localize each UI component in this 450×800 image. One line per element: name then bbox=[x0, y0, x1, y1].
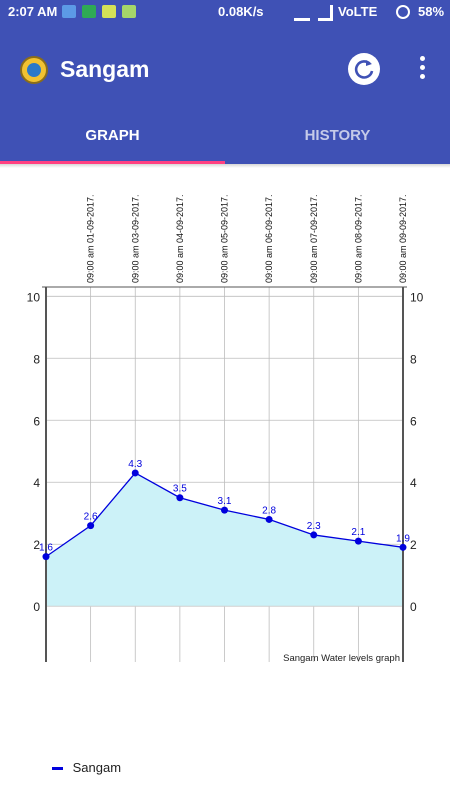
refresh-icon[interactable] bbox=[348, 53, 380, 85]
app-bar: Sangam bbox=[0, 24, 450, 116]
x-tick-label: 09:00 am 03-09-2017. bbox=[130, 194, 140, 283]
data-point bbox=[87, 522, 95, 530]
y-tick-label-left: 4 bbox=[33, 476, 40, 490]
legend-label: Sangam bbox=[72, 760, 122, 775]
chart-annotation: Sangam Water levels graph bbox=[283, 653, 400, 664]
x-tick-label: 09:00 am 04-09-2017. bbox=[175, 194, 185, 283]
y-tick-label-right: 6 bbox=[410, 414, 417, 428]
x-tick-label: 09:00 am 07-09-2017. bbox=[309, 194, 319, 283]
wifi-icon bbox=[294, 5, 310, 21]
y-tick-label-right: 4 bbox=[410, 476, 417, 490]
series-area bbox=[46, 472, 403, 607]
data-label: 3.5 bbox=[173, 484, 187, 495]
shield-icon bbox=[82, 5, 96, 18]
data-point bbox=[131, 469, 139, 477]
y-tick-label-right: 2 bbox=[410, 538, 417, 552]
app-title: Sangam bbox=[60, 56, 150, 82]
x-tick-label: 09:00 am 06-09-2017. bbox=[264, 194, 274, 283]
battery-saver-icon bbox=[102, 5, 116, 18]
data-label: 3.1 bbox=[218, 496, 232, 507]
data-label: 4.3 bbox=[128, 459, 142, 470]
x-tick-label: 09:00 am 08-09-2017. bbox=[353, 194, 363, 283]
y-tick-label-left: 6 bbox=[33, 414, 40, 428]
y-tick-label-left: 8 bbox=[33, 352, 40, 366]
data-label: 1.6 bbox=[39, 543, 53, 554]
legend-swatch bbox=[52, 767, 63, 771]
data-point bbox=[399, 543, 407, 551]
tab-shadow bbox=[0, 164, 450, 168]
menu-dot bbox=[420, 74, 425, 79]
data-point bbox=[310, 531, 318, 539]
y-tick-label-left: 2 bbox=[33, 538, 40, 552]
refresh-glyph bbox=[354, 60, 374, 79]
x-tick-label: 09:00 am 09-09-2017. bbox=[398, 194, 408, 283]
data-point bbox=[42, 553, 50, 561]
status-bar: 2:07 AM 0.08K/s VoLTE 58% bbox=[0, 0, 450, 24]
data-label: 1.9 bbox=[396, 533, 410, 544]
volte-indicator: VoLTE bbox=[338, 4, 378, 19]
data-label: 2.8 bbox=[262, 505, 276, 516]
notification-icon bbox=[62, 5, 76, 18]
y-tick-label-right: 0 bbox=[410, 600, 417, 614]
tab-graph[interactable]: GRAPH bbox=[85, 127, 140, 144]
battery-icon bbox=[396, 5, 410, 19]
data-label: 2.1 bbox=[351, 527, 365, 538]
data-point bbox=[265, 515, 273, 523]
network-speed: 0.08K/s bbox=[218, 4, 264, 19]
tab-bar: GRAPH HISTORY bbox=[0, 116, 450, 164]
signal-icon bbox=[318, 5, 333, 21]
chart-legend: Sangam bbox=[52, 760, 121, 775]
status-time: 2:07 AM bbox=[8, 4, 58, 19]
data-point bbox=[176, 494, 184, 502]
y-tick-label-right: 8 bbox=[410, 352, 417, 366]
y-tick-label-right: 10 bbox=[410, 290, 424, 304]
data-label: 2.6 bbox=[84, 512, 98, 523]
tab-history[interactable]: HISTORY bbox=[304, 127, 371, 144]
tab-indicator bbox=[0, 161, 225, 164]
data-point bbox=[221, 506, 228, 514]
water-level-chart: 0 0 2 2 4 4 6 6 8 8 10 10 09:00 am 01-09-2017. 09:00 … bbox=[27, 194, 424, 664]
y-tick-label-left: 0 bbox=[33, 600, 40, 614]
x-tick-label: 09:00 am 01-09-2017. bbox=[86, 194, 96, 283]
menu-dot bbox=[420, 65, 425, 70]
data-label: 2.3 bbox=[307, 521, 321, 532]
app-logo-icon bbox=[20, 56, 48, 84]
battery-percent: 58% bbox=[418, 4, 445, 19]
menu-dot bbox=[420, 56, 425, 61]
y-tick-label-left: 10 bbox=[27, 290, 41, 304]
android-icon bbox=[122, 5, 136, 18]
more-vert-icon[interactable] bbox=[414, 56, 430, 82]
data-point bbox=[354, 537, 362, 545]
x-tick-label: 09:00 am 05-09-2017. bbox=[220, 194, 230, 283]
